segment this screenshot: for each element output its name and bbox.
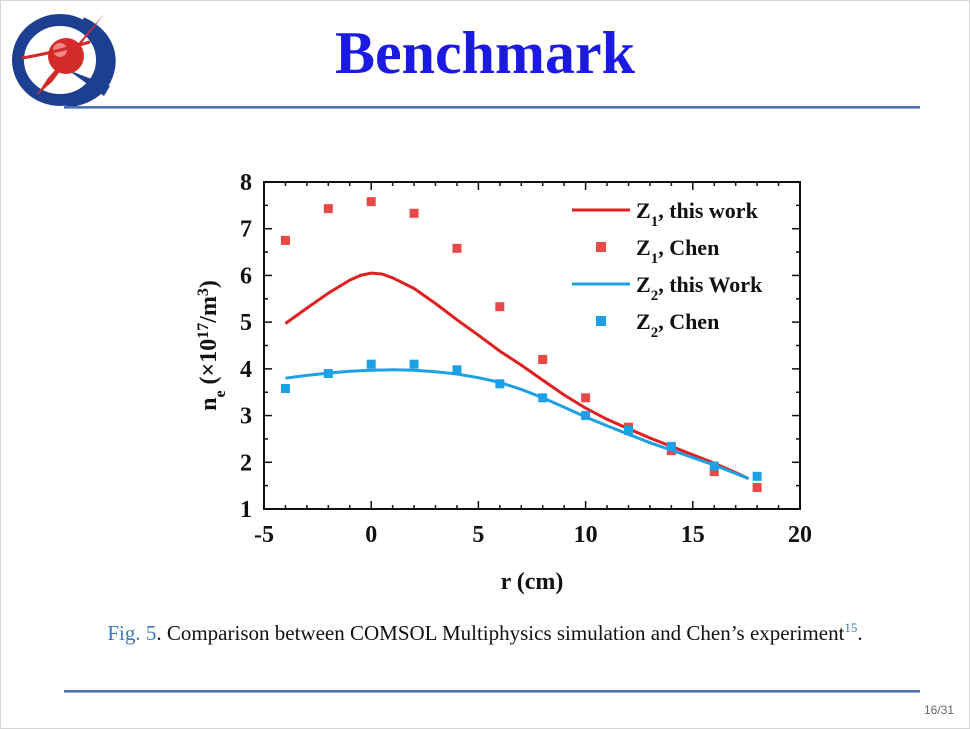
caption-end: . bbox=[857, 621, 863, 645]
data-point bbox=[538, 393, 548, 403]
legend-subscript: 1 bbox=[651, 214, 659, 230]
y-tick-label: 6 bbox=[240, 263, 252, 289]
y-label-unit-exponent: 3 bbox=[195, 288, 212, 296]
data-point bbox=[323, 369, 333, 379]
legend-entry: Z1, this work bbox=[636, 198, 759, 230]
legend-entry: Z1, Chen bbox=[636, 235, 719, 267]
institution-logo bbox=[12, 14, 116, 106]
data-point bbox=[366, 359, 376, 369]
y-label-text: (×10 bbox=[196, 339, 222, 391]
legend-point-swatch bbox=[596, 316, 606, 326]
data-point bbox=[752, 471, 762, 481]
data-point bbox=[366, 197, 376, 207]
y-tick-label: 2 bbox=[240, 450, 252, 476]
y-tick-label: 1 bbox=[240, 497, 252, 523]
x-tick-label: 15 bbox=[681, 522, 705, 548]
series-line bbox=[284, 271, 750, 480]
data-point bbox=[409, 359, 419, 369]
page-number: 16/31 bbox=[923, 703, 954, 717]
plot-frame bbox=[263, 181, 801, 510]
x-tick-label: 10 bbox=[574, 522, 598, 548]
caption-text: . Comparison between COMSOL Multiphysics… bbox=[156, 621, 845, 645]
legend-entry: Z2, Chen bbox=[636, 309, 719, 341]
legend-subscript: 2 bbox=[651, 325, 659, 341]
y-label-unit: /m bbox=[196, 296, 222, 324]
legend-symbol: Z bbox=[636, 272, 651, 297]
series-3 bbox=[285, 368, 750, 480]
data-point bbox=[666, 441, 676, 451]
data-point bbox=[709, 467, 719, 477]
data-point bbox=[623, 426, 633, 436]
y-tick-label: 5 bbox=[240, 310, 252, 336]
x-tick-label: 0 bbox=[365, 522, 377, 548]
y-tick-label: 8 bbox=[240, 170, 252, 196]
legend-symbol: Z bbox=[636, 198, 651, 223]
legend-subscript: 2 bbox=[651, 288, 659, 304]
y-label-exponent: 17 bbox=[195, 323, 212, 339]
top-divider bbox=[64, 106, 920, 108]
y-label-close: ) bbox=[196, 280, 222, 288]
y-tick-label: 7 bbox=[240, 217, 252, 243]
data-point bbox=[280, 383, 290, 393]
data-point bbox=[409, 208, 419, 218]
legend-text: , Chen bbox=[658, 309, 719, 334]
series-4 bbox=[280, 359, 762, 481]
y-axis-label: ne (×1017/m3) bbox=[195, 280, 229, 411]
data-point bbox=[452, 365, 462, 375]
legend-entry: Z2, this Work bbox=[636, 272, 763, 304]
y-tick-label: 3 bbox=[240, 404, 252, 430]
data-point bbox=[581, 393, 591, 403]
slide-title: Benchmark bbox=[335, 20, 635, 86]
y-label-subscript: e bbox=[212, 390, 229, 397]
data-point bbox=[280, 235, 290, 245]
data-point bbox=[452, 243, 462, 253]
data-point bbox=[495, 379, 505, 389]
data-point bbox=[581, 411, 591, 421]
legend-symbol: Z bbox=[636, 235, 651, 260]
legend-point-swatch bbox=[596, 242, 606, 252]
x-tick-label: 5 bbox=[472, 522, 484, 548]
y-label-symbol: n bbox=[196, 398, 222, 411]
data-point bbox=[323, 204, 333, 214]
x-tick-label: 20 bbox=[788, 522, 812, 548]
legend-text: , this Work bbox=[658, 272, 763, 297]
series-line bbox=[285, 368, 750, 480]
data-point bbox=[709, 461, 719, 471]
data-point bbox=[538, 355, 548, 365]
data-point bbox=[752, 483, 762, 493]
legend-text: , this work bbox=[658, 198, 758, 223]
legend-symbol: Z bbox=[636, 309, 651, 334]
legend-subscript: 1 bbox=[651, 251, 659, 267]
x-tick-label: -5 bbox=[254, 522, 274, 548]
figure-caption: Fig. 5. Comparison between COMSOL Multip… bbox=[0, 620, 970, 646]
caption-reference[interactable]: 15 bbox=[844, 620, 858, 635]
series-1 bbox=[284, 271, 750, 480]
figure-label: Fig. 5 bbox=[107, 621, 157, 645]
legend-text: , Chen bbox=[658, 235, 719, 260]
y-tick-label: 4 bbox=[240, 357, 252, 383]
data-point bbox=[495, 302, 505, 312]
bottom-divider bbox=[64, 690, 920, 692]
x-axis-label: r (cm) bbox=[501, 569, 564, 595]
